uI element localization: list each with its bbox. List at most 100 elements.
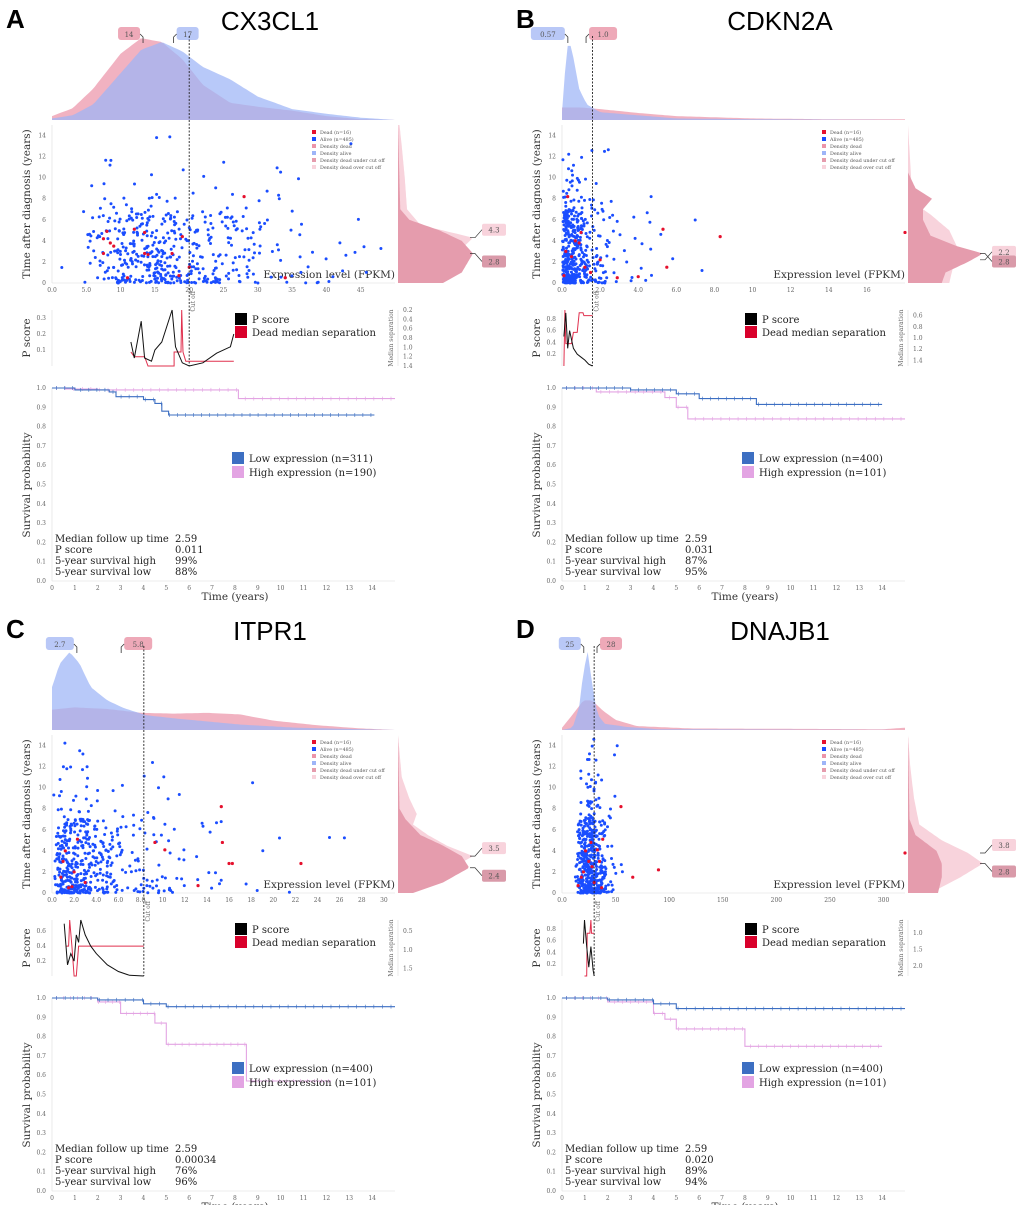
peak-alive-label: 17	[183, 31, 192, 39]
alive-point	[244, 882, 248, 886]
alive-point	[596, 211, 600, 215]
km-x-tick: 14	[368, 1195, 376, 1202]
alive-point	[141, 275, 145, 278]
alive-point	[115, 211, 118, 215]
alive-point	[566, 280, 570, 284]
alive-point	[88, 818, 91, 822]
alive-point	[567, 253, 571, 257]
alive-point	[580, 251, 584, 254]
alive-point	[123, 258, 126, 262]
alive-point	[89, 887, 93, 891]
alive-point	[220, 262, 224, 266]
alive-point	[596, 851, 600, 855]
alive-point	[143, 263, 146, 267]
alive-point	[203, 220, 207, 224]
alive-point	[118, 249, 122, 253]
alive-point	[68, 871, 72, 874]
scatter-legend-item: Density alive	[830, 761, 862, 767]
alive-point	[311, 250, 314, 254]
alive-point	[573, 255, 577, 259]
alive-point	[600, 854, 604, 858]
alive-point	[585, 281, 589, 284]
alive-point	[587, 800, 590, 804]
alive-point	[562, 219, 566, 223]
peak-leader-line	[585, 33, 590, 43]
scatter-legend-swatch	[312, 130, 316, 134]
km-x-tick: 7	[210, 1195, 214, 1202]
alive-point	[152, 816, 156, 820]
dead-point	[581, 870, 586, 874]
right-over-label-box	[992, 245, 1016, 258]
alive-point	[102, 890, 106, 894]
scatter-legend: Dead (n=16)Alive (n=485)Density deadDens…	[822, 129, 895, 171]
alive-point	[169, 247, 173, 251]
alive-point	[118, 217, 122, 221]
alive-point	[629, 279, 633, 283]
alive-point	[189, 272, 193, 276]
scatter-y-tick: 4	[42, 238, 46, 245]
right-under-label: 2.8	[998, 869, 1009, 877]
pscore-legend-swatch	[235, 326, 247, 338]
km-y-tick: 0.2	[36, 1149, 46, 1156]
alive-point	[576, 823, 580, 827]
alive-point	[83, 851, 87, 855]
alive-point	[92, 230, 96, 233]
alive-point	[93, 885, 97, 889]
km-y-tick: 0.7	[36, 1053, 46, 1060]
density-under-cutoff-area	[908, 125, 982, 283]
alive-point	[180, 877, 184, 881]
alive-point	[570, 169, 574, 173]
panel-title: DNAJB1	[730, 616, 830, 646]
alive-point	[231, 268, 235, 272]
km-x-tick: 4	[652, 1195, 656, 1202]
alive-point	[574, 269, 578, 273]
alive-point	[597, 276, 601, 280]
alive-point	[279, 170, 283, 174]
dead-point	[903, 230, 907, 235]
alive-point	[565, 261, 569, 265]
km-legend-high-swatch	[232, 1076, 244, 1088]
scatter-y-tick: 0	[552, 890, 556, 897]
alive-point	[166, 271, 170, 275]
alive-point	[328, 836, 331, 839]
alive-point	[163, 822, 167, 826]
scatter-y-tick: 12	[38, 154, 46, 161]
km-y-tick: 0.3	[36, 520, 46, 527]
dead-point	[61, 859, 65, 863]
alive-point	[79, 824, 83, 828]
alive-point	[612, 271, 616, 275]
alive-point	[132, 813, 135, 817]
alive-point	[279, 258, 283, 262]
alive-point	[607, 241, 611, 244]
alive-point	[594, 279, 598, 283]
alive-point	[572, 217, 575, 221]
alive-point	[124, 870, 128, 874]
scatter-x-tick: 18	[247, 897, 255, 904]
right-over-label: 2.2	[998, 249, 1009, 257]
alive-point	[155, 192, 159, 196]
alive-point	[585, 235, 589, 239]
km-x-tick: 2	[606, 585, 610, 592]
alive-point	[234, 219, 238, 223]
alive-point	[287, 890, 291, 894]
alive-point	[81, 752, 85, 756]
alive-point	[578, 837, 582, 840]
alive-point	[62, 846, 66, 850]
alive-point	[255, 889, 259, 892]
alive-point	[159, 272, 163, 276]
alive-point	[587, 820, 591, 824]
alive-point	[198, 271, 201, 275]
alive-point	[65, 873, 69, 876]
alive-point	[146, 208, 150, 212]
km-y-tick: 0.5	[36, 1092, 46, 1099]
dead-point	[83, 880, 87, 885]
alive-point	[72, 851, 76, 855]
alive-point	[65, 822, 68, 826]
pscore-y-tick: 0.2	[36, 958, 46, 965]
alive-point	[564, 268, 568, 272]
km-legend-low-swatch	[742, 452, 754, 464]
alive-point	[561, 189, 565, 193]
alive-point	[595, 868, 599, 871]
alive-point	[564, 258, 568, 261]
alive-point	[567, 266, 571, 270]
